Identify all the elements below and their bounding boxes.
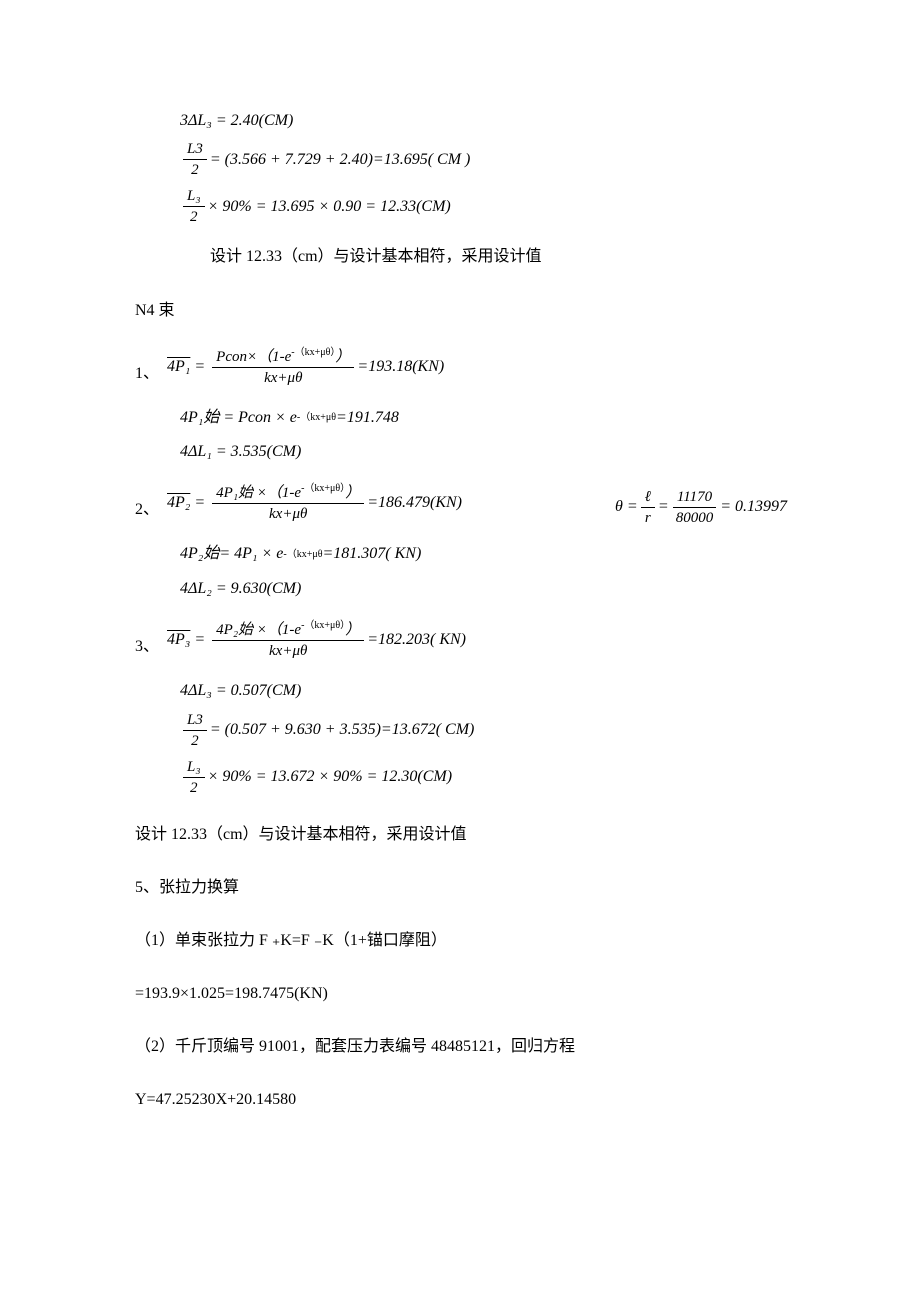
eq-text: 3ΔL₃ = 2.40(CM) xyxy=(180,110,293,132)
frac-11170-80000: 11170 80000 xyxy=(672,488,718,527)
item3-sub: 4ΔL₃ = 0.507(CM) L3 2 = (0.507 + 9.630 +… xyxy=(180,680,790,796)
frac-item3: 4P₂始 ×（1-e-（kx+μθ）） kx+μθ xyxy=(212,620,364,660)
regression-eq: Y=47.25230X+20.14580 xyxy=(135,1082,790,1117)
frac-L3-2b: L₃ 2 xyxy=(183,187,205,226)
frac-den: 2 xyxy=(187,731,203,750)
item1-sub: 4P₁始 = Pcon × e-（kx+μθ =191.748 4ΔL₁ = 3… xyxy=(180,407,790,464)
item1-sub1: 4P₁始 = Pcon × e-（kx+μθ =191.748 xyxy=(180,407,790,429)
item3-sub2: L3 2 = (0.507 + 9.630 + 3.535)=13.672( C… xyxy=(180,711,790,750)
eq-rest: = (0.507 + 9.630 + 3.535)=13.672( CM) xyxy=(210,719,475,741)
frac-num: Pcon×（1-e-（kx+μθ）） xyxy=(212,347,354,368)
block1-equations: 3ΔL₃ = 2.40(CM) L3 2 = (3.566 + 7.729 + … xyxy=(180,110,790,273)
eq-rest: × 90% = 13.695 × 0.90 = 12.33(CM) xyxy=(208,196,451,218)
calc-result: =193.9×1.025=198.7475(KN) xyxy=(135,976,790,1011)
overline-4P3: 4P₃ xyxy=(167,631,190,649)
item2-row: 4P₂ = 4P₁始 ×（1-e-（kx+μθ）） kx+μθ =186.479… xyxy=(167,483,787,531)
item2-sub2: 4ΔL₂ = 9.630(CM) xyxy=(180,578,790,600)
frac-num: L₃ xyxy=(183,758,205,778)
frac-item2: 4P₁始 ×（1-e-（kx+μθ）） kx+μθ xyxy=(212,483,364,523)
frac-den: kx+μθ xyxy=(265,641,311,660)
item3-main: 4P₃ = 4P₂始 ×（1-e-（kx+μθ）） kx+μθ =182.203… xyxy=(167,620,466,660)
frac-L3-2: L3 2 xyxy=(183,140,207,179)
frac-num: L₃ xyxy=(183,187,205,207)
item-5-1: （1）单束张拉力 F ₊K=F ₋K（1+锚口摩阻） xyxy=(135,923,790,958)
eq-L3-90pct: L₃ 2 × 90% = 13.695 × 0.90 = 12.33(CM) xyxy=(180,187,790,226)
overline-4P1: 4P₁ xyxy=(167,358,190,376)
theta-equation: θ = ℓ r = 11170 80000 = 0.13997 xyxy=(615,488,787,527)
num-prefix-1: 1、 xyxy=(135,359,159,383)
num-prefix-3: 3、 xyxy=(135,632,159,656)
overline-4P2: 4P₂ xyxy=(167,494,190,512)
item-5-2: （2）千斤顶编号 91001，配套压力表编号 48485121，回归方程 xyxy=(135,1029,790,1064)
item1-main: 4P₁ = Pcon×（1-e-（kx+μθ）） kx+μθ =193.18(K… xyxy=(167,347,444,387)
design-note-1: 设计 12.33（cm）与设计基本相符，采用设计值 xyxy=(210,241,790,273)
item-3: 3、 4P₃ = 4P₂始 ×（1-e-（kx+μθ）） kx+μθ =182.… xyxy=(135,620,790,668)
eq-rest: × 90% = 13.672 × 90% = 12.30(CM) xyxy=(208,766,453,788)
item2-main: 4P₂ = 4P₁始 ×（1-e-（kx+μθ）） kx+μθ =186.479… xyxy=(167,483,462,523)
design-note-2: 设计 12.33（cm）与设计基本相符，采用设计值 xyxy=(135,817,790,852)
item1-sub2: 4ΔL₁ = 3.535(CM) xyxy=(180,441,790,463)
item-1: 1、 4P₁ = Pcon×（1-e-（kx+μθ）） kx+μθ =193.1… xyxy=(135,347,790,395)
eq-3dL3: 3ΔL₃ = 2.40(CM) xyxy=(180,110,790,132)
item2-sub1: 4P₂始= 4P₁ × e-（kx+μθ =181.307( KN) xyxy=(180,543,790,565)
section-5-title: 5、张拉力换算 xyxy=(135,870,790,905)
frac-den: 2 xyxy=(187,160,203,179)
item-2: 2、 4P₂ = 4P₁始 ×（1-e-（kx+μθ）） kx+μθ =186.… xyxy=(135,483,790,531)
frac-L3-2c: L3 2 xyxy=(183,711,207,750)
frac-num: L3 xyxy=(183,140,207,160)
item3-sub1: 4ΔL₃ = 0.507(CM) xyxy=(180,680,790,702)
frac-num: 4P₂始 ×（1-e-（kx+μθ）） xyxy=(212,620,364,641)
eq-L3-half: L3 2 = (3.566 + 7.729 + 2.40)=13.695( CM… xyxy=(180,140,790,179)
frac-den: kx+μθ xyxy=(260,368,306,387)
eq-rest: = (3.566 + 7.729 + 2.40)=13.695( CM ) xyxy=(210,149,471,171)
item3-result: =182.203( KN) xyxy=(367,631,466,649)
item2-sub: 4P₂始= 4P₁ × e-（kx+μθ =181.307( KN) 4ΔL₂ … xyxy=(180,543,790,600)
frac-num: ℓ xyxy=(641,488,655,508)
item3-sub3: L₃ 2 × 90% = 13.672 × 90% = 12.30(CM) xyxy=(180,758,790,797)
frac-num: 4P₁始 ×（1-e-（kx+μθ）） xyxy=(212,483,364,504)
frac-den: kx+μθ xyxy=(265,504,311,523)
frac-L3-2d: L₃ 2 xyxy=(183,758,205,797)
n4-title: N4 束 xyxy=(135,293,790,328)
frac-item1: Pcon×（1-e-（kx+μθ）） kx+μθ xyxy=(212,347,354,387)
item1-result: =193.18(KN) xyxy=(357,358,444,376)
frac-den: r xyxy=(641,508,655,527)
frac-den: 2 xyxy=(186,207,202,226)
frac-l-r: ℓ r xyxy=(641,488,655,527)
frac-den: 2 xyxy=(186,778,202,797)
num-prefix-2: 2、 xyxy=(135,495,159,519)
item2-result: =186.479(KN) xyxy=(367,494,462,512)
frac-num: L3 xyxy=(183,711,207,731)
frac-den: 80000 xyxy=(672,508,718,527)
frac-num: 11170 xyxy=(673,488,716,508)
